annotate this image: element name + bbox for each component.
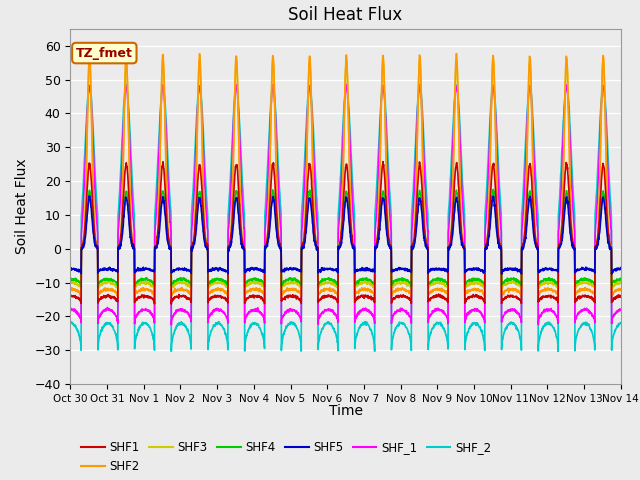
Line: SHF_1: SHF_1 <box>70 84 621 325</box>
SHF5 <box>608 271 616 277</box>
SHF4 <box>362 276 369 282</box>
SHF1 <box>617 294 625 300</box>
SHF_1 <box>617 307 625 313</box>
SHF1 <box>220 296 228 301</box>
Line: SHF2: SHF2 <box>70 54 621 297</box>
SHF1 <box>374 235 381 241</box>
SHF1 <box>67 294 74 300</box>
SHF5 <box>362 267 369 273</box>
SHF3 <box>314 288 322 293</box>
SHF4 <box>568 241 576 247</box>
SHF_2 <box>342 81 350 87</box>
SHF4 <box>490 187 497 192</box>
SHF1 <box>506 294 513 300</box>
SHF2 <box>362 287 369 292</box>
SHF_2 <box>554 348 562 354</box>
Line: SHF1: SHF1 <box>70 162 621 304</box>
SHF1 <box>568 236 576 241</box>
SHF3 <box>220 281 228 287</box>
SHF1 <box>380 159 387 165</box>
SHF_1 <box>67 308 74 313</box>
SHF4 <box>67 275 74 281</box>
SHF3 <box>374 228 381 233</box>
SHF_1 <box>220 311 228 316</box>
SHF_1 <box>584 307 591 313</box>
SHF4 <box>374 240 381 246</box>
SHF_2 <box>584 321 591 327</box>
Line: SHF3: SHF3 <box>70 57 621 290</box>
SHF2 <box>452 51 460 57</box>
Line: SHF_2: SHF_2 <box>70 84 621 351</box>
SHF2 <box>568 240 576 246</box>
SHF2 <box>506 287 513 293</box>
SHF_1 <box>362 306 369 312</box>
SHF5 <box>584 266 591 272</box>
SHF_1 <box>506 307 513 313</box>
Text: TZ_fmet: TZ_fmet <box>76 47 132 60</box>
SHF3 <box>617 279 625 285</box>
SHF3 <box>306 54 314 60</box>
SHF2 <box>220 288 228 294</box>
SHF_1 <box>416 82 424 87</box>
SHF_2 <box>568 173 576 179</box>
SHF1 <box>584 293 591 299</box>
SHF3 <box>67 280 74 286</box>
Line: SHF4: SHF4 <box>70 190 621 287</box>
SHF1 <box>362 294 369 300</box>
SHF_2 <box>220 326 228 332</box>
Line: SHF5: SHF5 <box>70 196 621 274</box>
SHF1 <box>168 301 175 307</box>
SHF_1 <box>168 322 175 328</box>
SHF2 <box>584 287 591 292</box>
SHF2 <box>461 294 468 300</box>
Y-axis label: Soil Heat Flux: Soil Heat Flux <box>15 158 29 254</box>
SHF3 <box>568 235 576 241</box>
SHF3 <box>584 278 591 284</box>
SHF5 <box>568 242 576 248</box>
SHF4 <box>220 279 228 285</box>
X-axis label: Time: Time <box>328 404 363 418</box>
SHF4 <box>617 276 625 281</box>
SHF5 <box>617 264 625 270</box>
SHF5 <box>374 242 381 248</box>
Legend: SHF1, SHF2, SHF3, SHF4, SHF5, SHF_1, SHF_2: SHF1, SHF2, SHF3, SHF4, SHF5, SHF_1, SHF… <box>76 436 496 478</box>
SHF5 <box>506 265 513 271</box>
SHF3 <box>362 279 369 285</box>
SHF_2 <box>362 320 369 325</box>
SHF_2 <box>617 320 625 326</box>
SHF2 <box>373 238 381 243</box>
SHF4 <box>506 277 513 283</box>
SHF5 <box>67 265 74 271</box>
SHF2 <box>617 287 625 293</box>
SHF3 <box>506 280 513 286</box>
SHF5 <box>85 193 93 199</box>
SHF_2 <box>374 169 381 175</box>
SHF4 <box>584 276 591 282</box>
SHF_2 <box>67 320 74 326</box>
SHF4 <box>94 284 102 290</box>
SHF_1 <box>374 189 381 194</box>
SHF_2 <box>506 321 513 326</box>
SHF2 <box>67 286 74 292</box>
SHF_1 <box>568 196 576 202</box>
Title: Soil Heat Flux: Soil Heat Flux <box>289 6 403 24</box>
SHF5 <box>220 267 228 273</box>
